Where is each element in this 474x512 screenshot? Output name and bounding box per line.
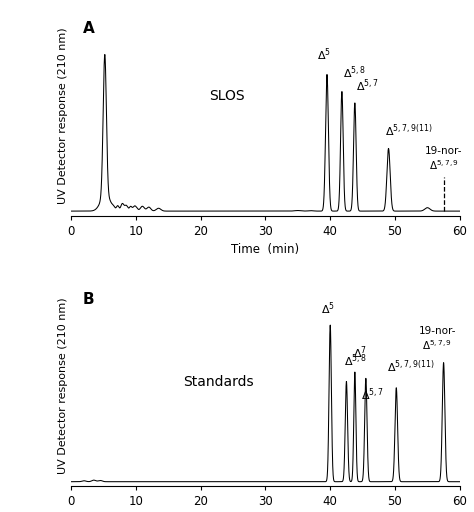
Text: Standards: Standards bbox=[183, 375, 254, 389]
Text: $\Delta^5$: $\Delta^5$ bbox=[320, 301, 335, 317]
Text: $\Delta^{5,8}$: $\Delta^{5,8}$ bbox=[343, 64, 366, 80]
Text: $\Delta^5$: $\Delta^5$ bbox=[317, 47, 331, 63]
Y-axis label: UV Detector response (210 nm): UV Detector response (210 nm) bbox=[58, 298, 68, 475]
X-axis label: Time  (min): Time (min) bbox=[231, 243, 300, 257]
Text: $\Delta^{5,7,9(11)}$: $\Delta^{5,7,9(11)}$ bbox=[387, 358, 435, 375]
Text: B: B bbox=[83, 292, 94, 307]
Text: $\Delta^{5,8}$: $\Delta^{5,8}$ bbox=[345, 352, 367, 369]
Text: $\Delta^{5,7}$: $\Delta^{5,7}$ bbox=[361, 386, 384, 403]
Y-axis label: UV Detector response (210 nm): UV Detector response (210 nm) bbox=[58, 27, 68, 204]
Text: 19-nor-
$\Delta^{5,7,9}$: 19-nor- $\Delta^{5,7,9}$ bbox=[419, 326, 456, 352]
Text: $\Delta^{7}$: $\Delta^{7}$ bbox=[353, 345, 367, 361]
Text: $\Delta^{5,7}$: $\Delta^{5,7}$ bbox=[356, 77, 379, 94]
Text: 19-nor-
$\Delta^{5,7,9}$: 19-nor- $\Delta^{5,7,9}$ bbox=[425, 146, 462, 172]
Text: SLOS: SLOS bbox=[209, 89, 245, 102]
Text: A: A bbox=[83, 22, 94, 36]
Text: $\Delta^{5,7,9(11)}$: $\Delta^{5,7,9(11)}$ bbox=[385, 122, 433, 139]
